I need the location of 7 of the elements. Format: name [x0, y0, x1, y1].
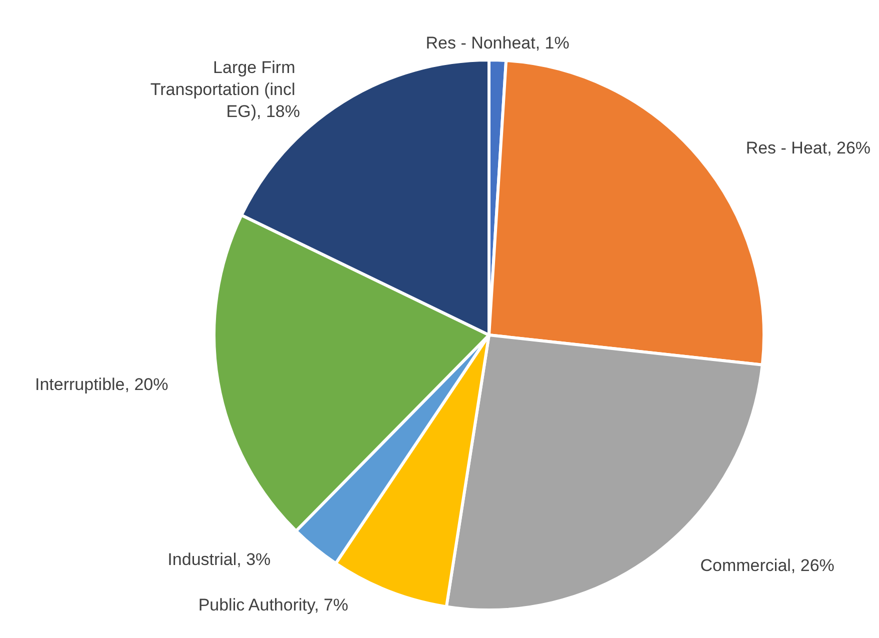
slice-label: Industrial, 3%: [168, 550, 271, 570]
slice-label: Interruptible, 20%: [34, 374, 168, 394]
slice-label: Commercial, 26%: [700, 556, 834, 575]
slice-label: Large Firm Transportation (incl EG), 18%: [150, 58, 300, 121]
slice-label: Res - Heat, 26%: [746, 138, 871, 158]
slice-label: Public Authority, 7%: [198, 596, 348, 615]
slice-label: Res - Nonheat, 1%: [426, 34, 570, 53]
